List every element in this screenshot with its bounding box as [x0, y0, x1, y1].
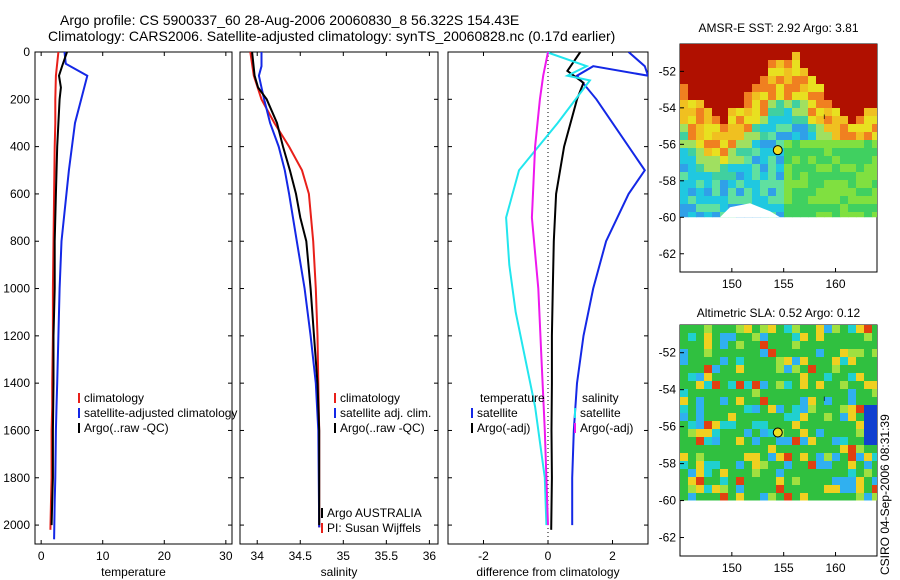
y-tick-label: 600 [10, 187, 30, 201]
legend-item-climatology: climatology [84, 391, 144, 405]
annotation-pi: PI: Susan Wijffels [327, 521, 421, 535]
legend-item-argo-s: Argo(..raw -QC) [340, 421, 425, 435]
x-tick-label: 34.5 [289, 549, 313, 563]
legend-item-argo: Argo(..raw -QC) [84, 421, 169, 435]
x-tick-label: 0 [545, 549, 552, 563]
map-x-tick-label: 155 [774, 561, 794, 575]
legend-item-temp-argo: Argo(-adj) [477, 421, 530, 435]
y-tick-label: 1400 [3, 376, 30, 390]
map-y-tick-label: -62 [659, 531, 677, 545]
y-tick-label: 1200 [3, 329, 30, 343]
map-y-tick-label: -52 [659, 64, 677, 78]
map-x-tick-label: 160 [826, 277, 846, 291]
x-axis-label: difference from climatology [476, 565, 619, 579]
float-position-marker-1 [773, 428, 782, 437]
map-x-tick-label: 150 [722, 277, 742, 291]
map-y-tick-label: -54 [659, 101, 677, 115]
x-tick-label: 30 [219, 549, 233, 563]
panel-frame-1 [240, 52, 438, 544]
y-tick-label: 400 [10, 140, 30, 154]
figure: 0 10 20 30020040060080010001200140016001800… [0, 0, 900, 580]
y-tick-label: 800 [10, 234, 30, 248]
x-tick-label: -2 [478, 549, 489, 563]
map-title-1: Altimetric SLA: 0.52 Argo: 0.12 [697, 306, 861, 320]
legend-item-sat-clim: satellite-adjusted climatology [84, 406, 237, 420]
x-axis-label: temperature [101, 565, 166, 579]
x-tick-label: 35 [337, 549, 351, 563]
float-track-mark-0: ı [823, 112, 825, 121]
map-y-tick-label: -56 [659, 420, 677, 434]
x-tick-label: 0 [38, 549, 45, 563]
map-y-tick-label: -52 [659, 346, 677, 360]
legend-item-sal-argo: Argo(-adj) [580, 421, 633, 435]
x-tick-label: 2 [609, 549, 616, 563]
map-title-0: AMSR-E SST: 2.92 Argo: 3.81 [698, 21, 858, 35]
map-y-tick-label: -62 [659, 247, 677, 261]
x-tick-label: 10 [96, 549, 110, 563]
legend-item-sat-clim-s: satellite adj. clim. [340, 406, 431, 420]
y-tick-label: 1600 [3, 423, 30, 437]
map-y-tick-label: -56 [659, 137, 677, 151]
float-position-marker-0 [773, 146, 782, 155]
map-x-tick-label: 160 [826, 561, 846, 575]
x-tick-label: 35.5 [375, 549, 399, 563]
x-axis-label: salinity [321, 565, 358, 579]
map-field-1 [680, 325, 881, 502]
y-tick-label: 2000 [3, 518, 30, 532]
map-y-tick-label: -58 [659, 174, 677, 188]
map-y-tick-label: -54 [659, 383, 677, 397]
panel-frame-2 [448, 52, 648, 544]
y-tick-label: 1000 [3, 282, 30, 296]
map-y-tick-label: -58 [659, 457, 677, 471]
legend-item-temp-sat: satellite [477, 406, 518, 420]
map-y-tick-label: -60 [659, 494, 677, 508]
map-x-tick-label: 155 [774, 277, 794, 291]
float-track-mark-1: ı [823, 394, 825, 403]
y-tick-label: 200 [10, 92, 30, 106]
x-tick-label: 34 [251, 549, 265, 563]
annotation-argo-australia: Argo AUSTRALIA [327, 506, 422, 520]
map-x-tick-label: 150 [722, 561, 742, 575]
legend-header-temperature: temperature [480, 391, 545, 405]
y-tick-label: 1800 [3, 471, 30, 485]
legend-item-sal-sat: satellite [580, 406, 621, 420]
legend-item-climatology-s: climatology [340, 391, 400, 405]
x-tick-label: 36 [423, 549, 437, 563]
y-tick-label: 0 [23, 45, 30, 59]
map-y-tick-label: -60 [659, 210, 677, 224]
x-tick-label: 20 [158, 549, 172, 563]
panel-frame-0 [35, 52, 232, 544]
map-field-0 [680, 44, 881, 221]
legend-header-salinity: salinity [582, 391, 619, 405]
